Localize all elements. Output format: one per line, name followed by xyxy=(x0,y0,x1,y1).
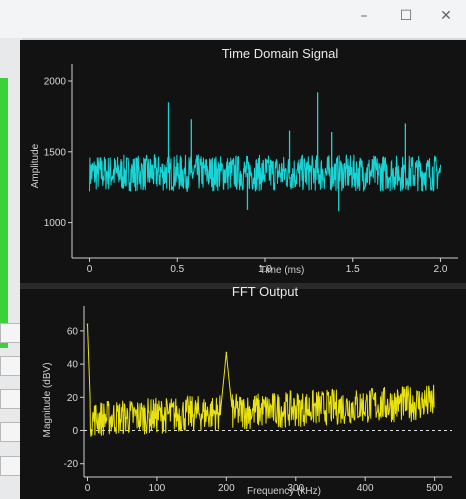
chart-divider xyxy=(20,283,466,289)
fft-peak-point xyxy=(86,323,89,326)
fft-chart-xlabel: Frequency (kHz) xyxy=(247,486,321,497)
fft-chart-title: FFT Output xyxy=(232,284,299,299)
time-chart-bg xyxy=(20,40,466,283)
fft-chart-bg xyxy=(20,289,466,499)
fft-chart-y-tick-label: -20 xyxy=(64,459,79,470)
time-chart-y-tick-label: 2000 xyxy=(44,76,67,87)
fft-chart-x-tick-label: 0 xyxy=(85,483,91,494)
fft-chart-y-tick-label: 20 xyxy=(67,393,79,404)
time-series-line xyxy=(89,153,441,192)
fft-chart-x-tick-label: 500 xyxy=(426,483,443,494)
time-chart-ylabel: Amplitude xyxy=(30,143,41,188)
time-chart-title: Time Domain Signal xyxy=(222,46,339,61)
fft-chart-ylabel: Magnitude (dBV) xyxy=(42,362,53,437)
fft-chart-trace xyxy=(84,323,452,437)
time-chart-x-tick-label: 0 xyxy=(87,264,93,275)
time-chart-x-tick-label: 2.0 xyxy=(434,264,448,275)
fft-chart-x-tick-label: 100 xyxy=(149,483,166,494)
time-chart-y-tick-label: 1500 xyxy=(44,147,67,158)
time-chart-y-tick-label: 1000 xyxy=(44,218,67,229)
fft-peak-point xyxy=(225,351,228,354)
plots-svg: Time Domain Signal Time (ms) Amplitude F… xyxy=(20,40,466,499)
time-chart-trace xyxy=(89,92,441,212)
window-title-bar: – ☐ ✕ xyxy=(0,0,466,38)
fft-series-line xyxy=(87,324,435,437)
close-icon[interactable]: ✕ xyxy=(440,8,452,24)
fft-chart-y-tick-label: 0 xyxy=(72,426,78,437)
time-chart-x-tick-label: 1.5 xyxy=(346,264,360,275)
fft-chart-x-tick-label: 300 xyxy=(287,483,304,494)
time-chart-x-tick-label: 0.5 xyxy=(170,264,184,275)
fft-chart-x-tick-label: 200 xyxy=(218,483,235,494)
left-control-panel xyxy=(0,38,32,499)
maximize-icon[interactable]: ☐ xyxy=(399,8,413,24)
status-indicator xyxy=(0,78,8,348)
fft-chart-axes: 0 100 200 300 400 500 -20 0 20 40 60 xyxy=(64,306,452,494)
fft-chart-y-tick-label: 60 xyxy=(67,326,79,337)
fft-chart-y-tick-label: 40 xyxy=(67,360,79,371)
time-chart-x-tick-label: 1.0 xyxy=(258,264,272,275)
fft-chart-x-tick-label: 400 xyxy=(357,483,374,494)
time-chart-xlabel: Time (ms) xyxy=(260,265,305,276)
minimize-icon[interactable]: – xyxy=(360,8,368,24)
plot-area: Time Domain Signal Time (ms) Amplitude F… xyxy=(20,40,466,499)
time-chart-axes: 0 0.5 1.0 1.5 2.0 1000 1500 2000 xyxy=(44,64,458,275)
